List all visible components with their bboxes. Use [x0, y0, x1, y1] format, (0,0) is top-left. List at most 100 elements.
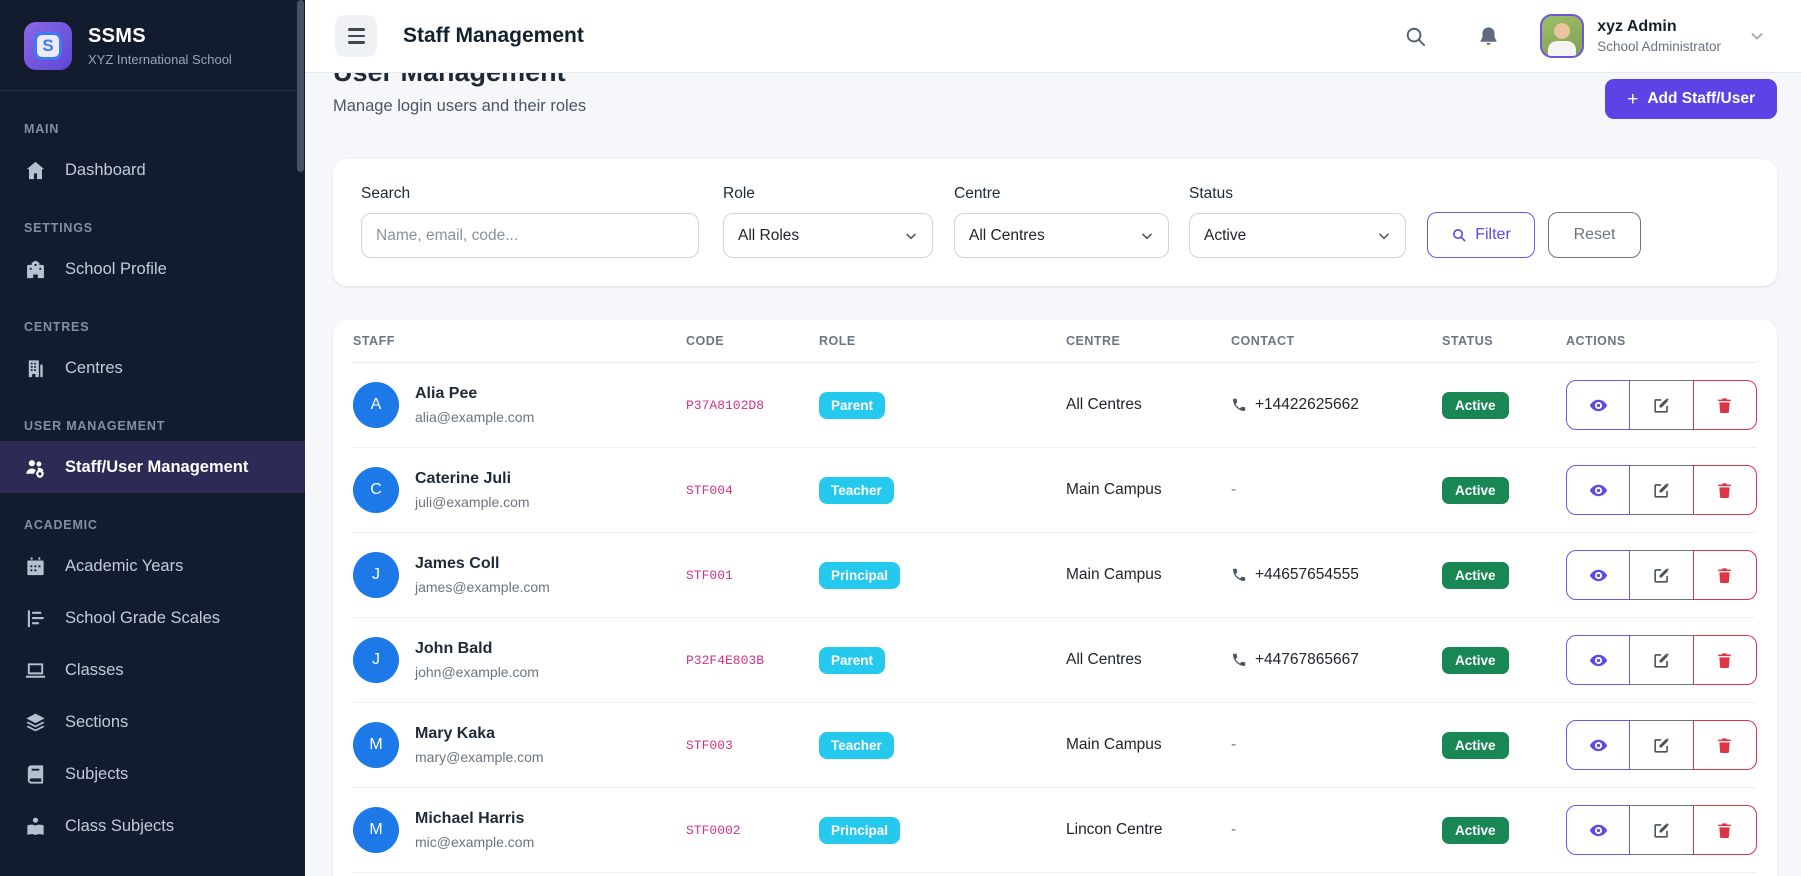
sidebar-item-academic-years[interactable]: Academic Years: [0, 540, 305, 592]
column-header-actions: ACTIONS: [1566, 334, 1626, 348]
role-select[interactable]: All Roles: [723, 213, 933, 258]
sidebar-item-classes[interactable]: Classes: [0, 644, 305, 696]
row-actions: [1566, 635, 1757, 685]
view-button[interactable]: [1566, 720, 1631, 770]
sidebar-scrollbar[interactable]: [297, 0, 304, 172]
role-badge: Parent: [819, 646, 886, 674]
status-badge: Active: [1442, 816, 1509, 844]
layers-icon: [24, 711, 47, 734]
delete-button[interactable]: [1692, 635, 1757, 685]
column-header-code: CODE: [686, 334, 725, 348]
sidebar-item-subjects[interactable]: Subjects: [0, 748, 305, 800]
staff-table: STAFF CODE ROLE CENTRE CONTACT STATUS ACTIONS …: [333, 320, 1777, 876]
status-badge: Active: [1442, 391, 1509, 419]
eye-icon: [1589, 654, 1607, 666]
row-actions: [1566, 465, 1757, 515]
sidebar-item-label: Sections: [65, 712, 129, 731]
view-button[interactable]: [1566, 465, 1631, 515]
staff-code: P37A8102D8: [686, 397, 765, 413]
user-avatar[interactable]: [1540, 14, 1585, 58]
delete-button[interactable]: [1692, 380, 1757, 430]
row-actions: [1566, 550, 1757, 600]
delete-button[interactable]: [1692, 465, 1757, 515]
sidebar-item-school-profile[interactable]: School Profile: [0, 243, 305, 295]
staff-name: Mary Kaka: [415, 725, 496, 742]
table-row: C Caterine Juli juli@example.com STF004 …: [353, 448, 1757, 533]
sidebar-item-label: Staff/User Management: [65, 457, 249, 476]
edit-button[interactable]: [1629, 465, 1694, 515]
topbar-title: Staff Management: [403, 24, 584, 47]
sidebar-item-sections[interactable]: Sections: [0, 696, 305, 748]
search-icon[interactable]: [1398, 19, 1433, 54]
staff-name: Caterine Juli: [415, 470, 512, 487]
staff-name: John Bald: [415, 640, 493, 657]
table-row: J John Bald john@example.com P32F4E803B …: [353, 618, 1757, 703]
table-row: J James Coll james@example.com STF001 Pr…: [353, 533, 1757, 618]
status-select[interactable]: Active: [1189, 213, 1406, 258]
contact-value: +44767865667: [1231, 651, 1442, 669]
phone-icon: [1233, 653, 1246, 666]
chevron-down-icon[interactable]: [1749, 28, 1765, 44]
staff-avatar: M: [353, 722, 399, 768]
page-subtitle: Manage login users and their roles: [333, 97, 587, 115]
sidebar-toggle-button[interactable]: [335, 15, 377, 57]
column-header-contact: CONTACT: [1231, 334, 1295, 348]
staff-name: Alia Pee: [415, 385, 478, 402]
sidebar-item-label: Subjects: [65, 764, 129, 783]
edit-button[interactable]: [1629, 550, 1694, 600]
status-badge: Active: [1442, 646, 1509, 674]
table-row: M Michael Harris mic@example.com STF0002…: [353, 788, 1757, 873]
centre-select[interactable]: All Centres: [954, 213, 1169, 258]
reset-button[interactable]: Reset: [1548, 212, 1641, 258]
staff-email: juli@example.com: [415, 494, 530, 510]
sidebar-item-centres[interactable]: Centres: [0, 342, 305, 394]
home-icon: [24, 159, 47, 182]
page-content: User Management Manage login users and t…: [305, 57, 1801, 876]
add-staff-user-button[interactable]: + Add Staff/User: [1605, 79, 1777, 119]
staff-email: mic@example.com: [415, 834, 535, 850]
sidebar-item-class-subjects[interactable]: Class Subjects: [0, 800, 305, 852]
filter-panel: Search Role All Roles Centre All Centres…: [333, 159, 1777, 286]
filter-button[interactable]: Filter: [1427, 212, 1535, 258]
phone-icon: [1233, 398, 1246, 411]
sidebar-item-school-grade-scales[interactable]: School Grade Scales: [0, 592, 305, 644]
search-filter-label: Search: [361, 185, 411, 202]
edit-pencil-icon: [1654, 652, 1669, 668]
view-button[interactable]: [1566, 550, 1631, 600]
sidebar: S SSMS XYZ International School MAIN Dash…: [0, 0, 305, 876]
centre-value: All Centres: [1066, 396, 1142, 413]
edit-pencil-icon: [1654, 737, 1669, 753]
delete-button[interactable]: [1692, 720, 1757, 770]
view-button[interactable]: [1566, 380, 1631, 430]
chevron-down-icon: [1379, 232, 1389, 239]
eye-icon: [1589, 569, 1607, 581]
status-badge: Active: [1442, 561, 1509, 589]
sidebar-item-dashboard[interactable]: Dashboard: [0, 144, 305, 196]
trash-icon: [1718, 822, 1732, 838]
contact-value: +44657654555: [1231, 566, 1442, 584]
eye-icon: [1589, 399, 1607, 411]
status-badge: Active: [1442, 476, 1509, 504]
delete-button[interactable]: [1692, 805, 1757, 855]
topbar: Staff Management xyz Admin School Admini…: [305, 0, 1801, 73]
view-button[interactable]: [1566, 805, 1631, 855]
row-actions: [1566, 805, 1757, 855]
book-icon: [24, 763, 47, 786]
trash-icon: [1718, 737, 1732, 753]
column-header-centre: CENTRE: [1066, 334, 1121, 348]
edit-button[interactable]: [1629, 720, 1694, 770]
edit-button[interactable]: [1629, 380, 1694, 430]
contact-value: +14422625662: [1231, 396, 1442, 414]
centre-value: All Centres: [1066, 651, 1142, 668]
edit-button[interactable]: [1629, 805, 1694, 855]
view-button[interactable]: [1566, 635, 1631, 685]
sidebar-item-staff-user-management[interactable]: Staff/User Management: [0, 441, 305, 493]
column-header-status: STATUS: [1442, 334, 1494, 348]
delete-button[interactable]: [1692, 550, 1757, 600]
user-menu[interactable]: xyz Admin School Administrator: [1597, 18, 1721, 54]
person-book-icon: [24, 815, 47, 838]
search-input[interactable]: [361, 213, 699, 258]
edit-button[interactable]: [1629, 635, 1694, 685]
notifications-bell-icon[interactable]: [1471, 19, 1506, 54]
edit-pencil-icon: [1654, 567, 1669, 583]
